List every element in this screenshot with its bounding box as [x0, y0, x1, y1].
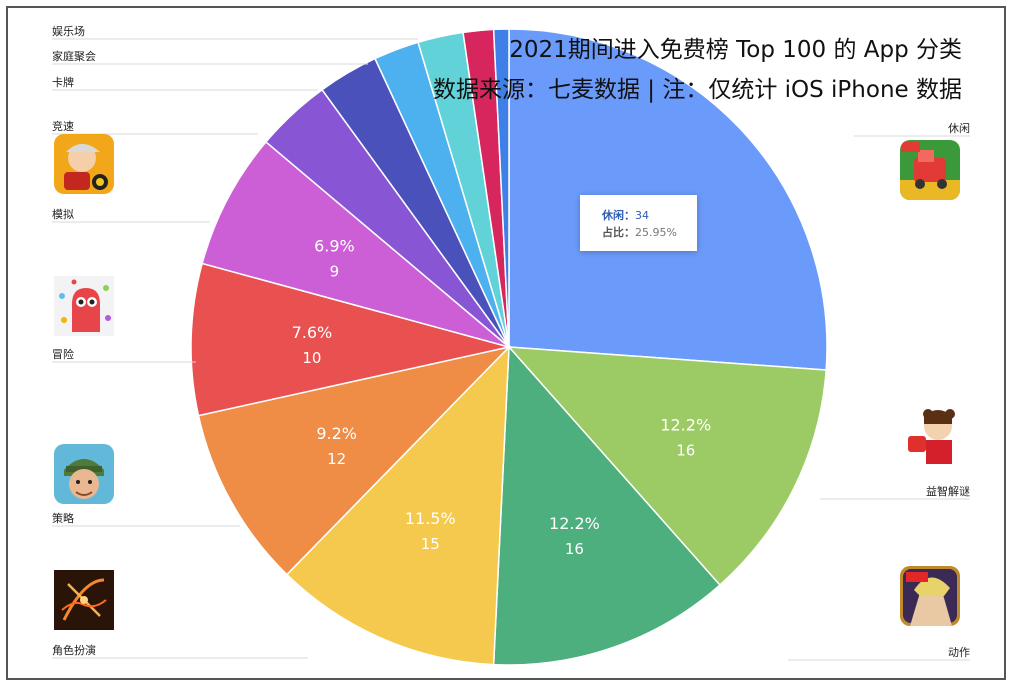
- tooltip: 休闲：34 占比：25.95%: [580, 195, 697, 251]
- chart-frame: 12.2% 16 12.2% 16 11.5% 15 9.2% 12 7.6% 10 6.9% 9 休闲…: [6, 6, 1006, 680]
- slice-percent-label: 12.2%: [660, 415, 711, 434]
- label-racing: 竞速: [52, 119, 74, 133]
- simulation-game-icon: [54, 276, 114, 336]
- casual-game-icon: [900, 140, 960, 200]
- slice-percent-label: 6.9%: [314, 236, 355, 255]
- label-simulation: 模拟: [52, 207, 74, 221]
- slice-strategy[interactable]: [197, 345, 512, 576]
- slice-rpg[interactable]: [285, 345, 510, 666]
- slice-percent-label: 9.2%: [316, 424, 357, 443]
- action-game-icon: [900, 566, 960, 626]
- slice-value-label: 12: [327, 450, 346, 468]
- adventure-game-icon: [54, 444, 114, 504]
- chart-title: 2021期间进入免费榜 Top 100 的 App 分类: [509, 37, 962, 63]
- slice-percent-label: 12.2%: [549, 514, 600, 533]
- slice-action[interactable]: [492, 345, 721, 666]
- tooltip-share-label: 占比：: [602, 226, 635, 239]
- label-strategy: 策略: [52, 511, 74, 525]
- label-casino: 娱乐场: [52, 24, 85, 38]
- label-family-party: 家庭聚会: [52, 49, 96, 63]
- label-action: 动作: [948, 646, 970, 659]
- label-rpg: 角色扮演: [52, 643, 96, 657]
- slice-simulation[interactable]: [201, 140, 510, 348]
- slice-value-label: 9: [330, 262, 340, 280]
- slice-value-label: 16: [565, 540, 584, 558]
- label-adventure: 冒险: [52, 347, 74, 361]
- slice-value-label: 15: [421, 535, 440, 553]
- tooltip-name-value: 34: [635, 209, 649, 222]
- pie-chart: 12.2% 16 12.2% 16 11.5% 15 9.2% 12 7.6% 10 6.9% 9 休闲…: [52, 24, 970, 666]
- slice-other-2[interactable]: [492, 28, 510, 348]
- racing-game-icon: [54, 134, 114, 194]
- tooltip-name-label: 休闲：: [602, 209, 635, 222]
- label-casual: 休闲: [948, 121, 970, 135]
- slice-value-label: 16: [676, 441, 695, 459]
- tooltip-share-value: 25.95%: [635, 226, 677, 239]
- puzzle-game-icon: [900, 406, 960, 466]
- slice-puzzle[interactable]: [507, 346, 827, 587]
- chart-subtitle: 数据来源：七麦数据 | 注：仅统计 iOS iPhone 数据: [432, 77, 962, 103]
- label-puzzle: 益智解谜: [926, 484, 970, 498]
- slice-percent-label: 7.6%: [292, 323, 333, 342]
- slice-value-label: 10: [302, 349, 321, 367]
- slice-percent-label: 11.5%: [405, 509, 456, 528]
- slice-adventure[interactable]: [190, 262, 510, 417]
- label-card: 卡牌: [52, 75, 74, 89]
- strategy-game-icon: [54, 570, 114, 630]
